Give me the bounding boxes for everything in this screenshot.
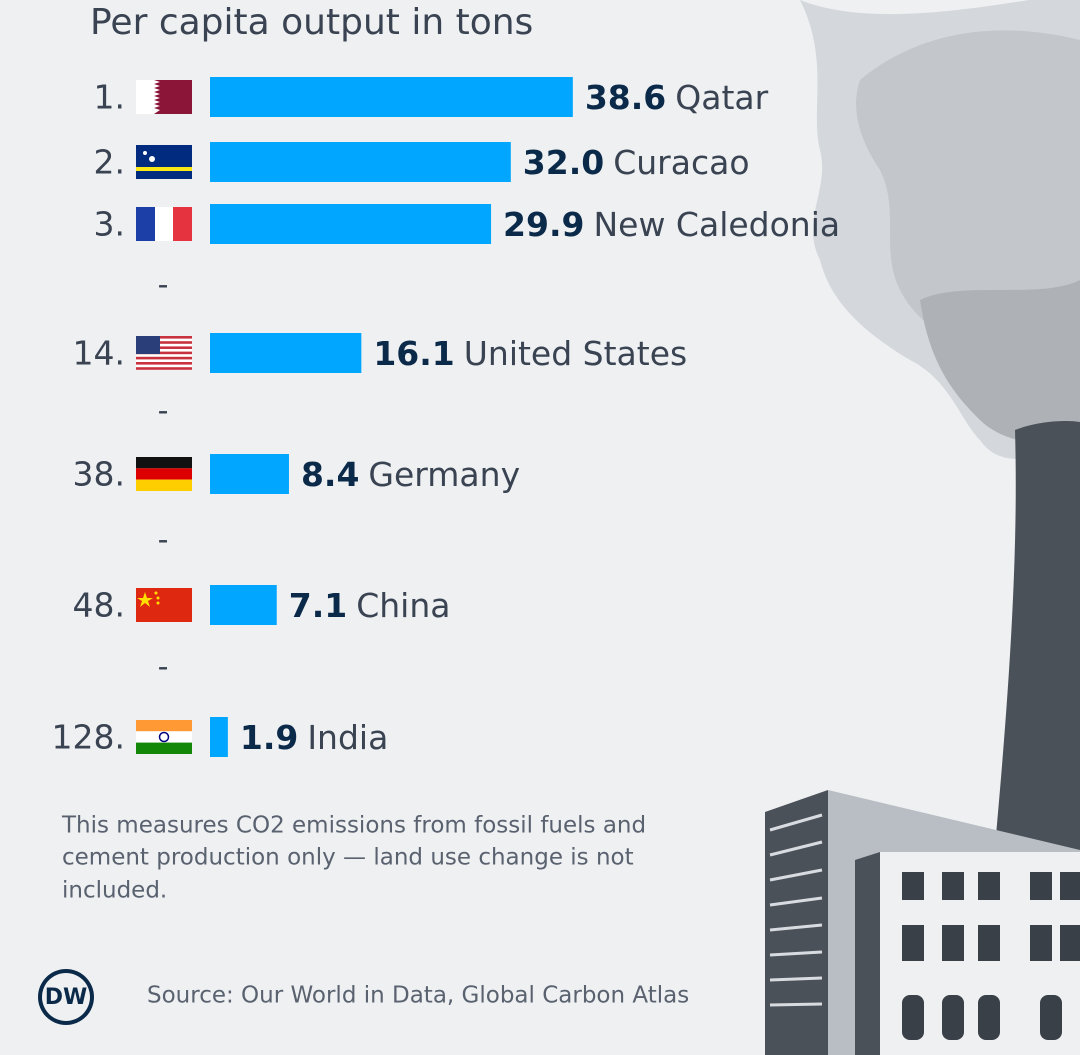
category-label: Germany xyxy=(368,455,520,494)
bar xyxy=(210,204,492,244)
rank-label: 48. xyxy=(73,586,125,625)
category-label: India xyxy=(307,718,388,757)
bar xyxy=(210,717,228,757)
chart-title: Per capita output in tons xyxy=(90,2,533,43)
bar-label: 8.4 Germany xyxy=(301,455,520,494)
bar-label: 29.9 New Caledonia xyxy=(503,205,840,244)
value-label: 7.1 xyxy=(289,586,347,625)
note-line: This measures CO2 emissions from fossil … xyxy=(61,813,646,839)
flags xyxy=(136,80,192,754)
rank-label: 14. xyxy=(73,334,125,373)
rank-label: 38. xyxy=(73,455,125,494)
value-label: 32.0 xyxy=(523,143,604,182)
source: Source: Our World in Data, Global Carbon… xyxy=(147,983,689,1009)
logo: DW xyxy=(45,985,88,1010)
bar xyxy=(210,585,277,625)
bar xyxy=(210,142,511,182)
separator: - xyxy=(158,394,169,429)
separator: - xyxy=(158,650,169,685)
bar xyxy=(210,333,362,373)
bar xyxy=(210,454,289,494)
value-label: 16.1 xyxy=(373,334,454,373)
value-label: 29.9 xyxy=(503,205,584,244)
logo-ring xyxy=(42,973,90,1021)
category-label: New Caledonia xyxy=(593,205,840,244)
separator: - xyxy=(158,268,169,303)
bar xyxy=(210,77,573,117)
category-label: United States xyxy=(464,334,687,373)
bar-label: 32.0 Curacao xyxy=(523,143,750,182)
value-label: 1.9 xyxy=(240,718,298,757)
category-label: Curacao xyxy=(613,143,749,182)
note: This measures CO2 emissions from fossil … xyxy=(61,813,646,904)
rank-label: 128. xyxy=(52,718,125,757)
bar-label: 1.9 India xyxy=(240,718,388,757)
value-label: 8.4 xyxy=(301,455,359,494)
rank-label: 1. xyxy=(94,78,126,117)
bar-label: 38.6 Qatar xyxy=(585,78,769,117)
note-line: cement production only — land use change… xyxy=(62,845,634,871)
illustration xyxy=(765,0,1080,1055)
note-line: included. xyxy=(62,878,167,904)
category-label: Qatar xyxy=(675,78,768,117)
value-label: 38.6 xyxy=(585,78,666,117)
bar-label: 16.1 United States xyxy=(373,334,687,373)
rank-label: 2. xyxy=(94,143,126,182)
separator: - xyxy=(158,523,169,558)
category-label: China xyxy=(356,586,450,625)
bar-label: 7.1 China xyxy=(289,586,451,625)
rank-label: 3. xyxy=(94,205,126,244)
